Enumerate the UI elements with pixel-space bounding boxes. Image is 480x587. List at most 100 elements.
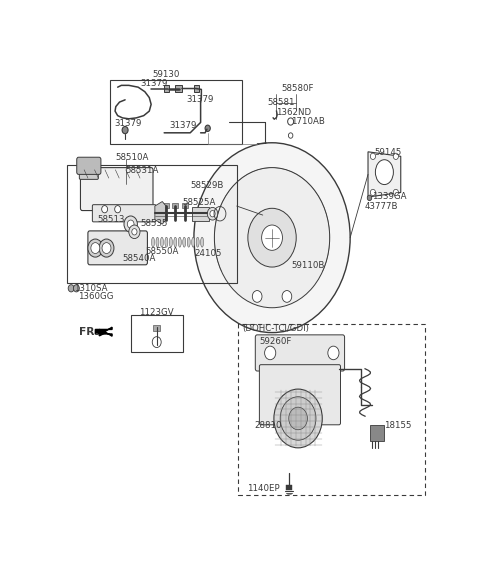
Bar	[181, 203, 188, 208]
Circle shape	[371, 153, 375, 160]
Circle shape	[99, 239, 114, 257]
Ellipse shape	[169, 237, 172, 247]
Ellipse shape	[178, 237, 181, 247]
Bar	[110, 80, 242, 144]
Text: 24105: 24105	[194, 249, 221, 258]
Text: 59260F: 59260F	[259, 337, 291, 346]
Circle shape	[152, 337, 161, 348]
Text: 31379: 31379	[170, 121, 197, 130]
Text: 18155: 18155	[384, 421, 412, 430]
Circle shape	[205, 125, 210, 131]
Circle shape	[280, 397, 316, 440]
FancyBboxPatch shape	[77, 157, 101, 174]
Ellipse shape	[196, 237, 199, 247]
Text: 1360GG: 1360GG	[78, 292, 113, 301]
Bar	[238, 325, 425, 495]
Text: 1310SA: 1310SA	[74, 284, 108, 293]
Circle shape	[210, 211, 215, 217]
Polygon shape	[368, 152, 401, 197]
Circle shape	[68, 285, 74, 292]
Circle shape	[132, 228, 137, 235]
Text: 1339GA: 1339GA	[372, 193, 407, 201]
FancyBboxPatch shape	[259, 365, 340, 425]
Ellipse shape	[192, 237, 195, 247]
Circle shape	[393, 190, 398, 195]
Circle shape	[122, 126, 128, 134]
Ellipse shape	[174, 237, 177, 247]
Ellipse shape	[165, 237, 168, 247]
FancyBboxPatch shape	[81, 168, 153, 211]
Text: 31379: 31379	[114, 119, 141, 129]
Circle shape	[274, 389, 322, 448]
Text: 58510A: 58510A	[115, 153, 148, 162]
FancyBboxPatch shape	[92, 205, 156, 222]
Bar	[67, 166, 237, 283]
Polygon shape	[96, 327, 112, 336]
Text: 58535: 58535	[140, 219, 168, 228]
Ellipse shape	[183, 237, 186, 247]
Text: 58529B: 58529B	[190, 181, 224, 190]
Text: 43777B: 43777B	[364, 201, 398, 211]
Text: (DOHC-TCI/GDI): (DOHC-TCI/GDI)	[242, 323, 309, 333]
Ellipse shape	[201, 237, 204, 247]
Bar	[193, 85, 199, 92]
Circle shape	[88, 239, 103, 257]
FancyBboxPatch shape	[255, 335, 345, 371]
Circle shape	[102, 205, 108, 213]
Text: 31379: 31379	[140, 79, 168, 87]
Text: 59145: 59145	[374, 148, 402, 157]
Circle shape	[328, 346, 339, 360]
Circle shape	[215, 168, 330, 308]
Bar	[192, 207, 209, 221]
Circle shape	[115, 205, 120, 213]
Text: 58531A: 58531A	[125, 166, 158, 176]
Bar	[175, 85, 182, 92]
Circle shape	[102, 242, 111, 254]
Text: 58513: 58513	[97, 215, 125, 224]
Bar	[131, 315, 183, 352]
Circle shape	[91, 242, 100, 254]
Text: 31379: 31379	[186, 95, 214, 104]
Text: 58540A: 58540A	[122, 254, 156, 262]
Circle shape	[127, 220, 134, 228]
Circle shape	[207, 207, 218, 220]
Text: 1362ND: 1362ND	[276, 107, 312, 117]
Ellipse shape	[160, 237, 163, 247]
Text: 58580F: 58580F	[281, 84, 314, 93]
Circle shape	[73, 285, 79, 292]
Circle shape	[288, 133, 293, 138]
Circle shape	[371, 190, 375, 195]
Text: 1123GV: 1123GV	[139, 308, 174, 317]
Bar	[164, 85, 169, 92]
Bar	[153, 325, 160, 331]
Circle shape	[124, 216, 137, 232]
Text: FR.: FR.	[79, 327, 98, 337]
Text: 59110B: 59110B	[292, 261, 325, 270]
Circle shape	[264, 346, 276, 360]
Ellipse shape	[375, 160, 394, 184]
Polygon shape	[155, 201, 166, 224]
Text: 28810: 28810	[254, 421, 282, 430]
Circle shape	[129, 225, 140, 238]
Ellipse shape	[156, 237, 159, 247]
Text: 58581: 58581	[267, 97, 295, 107]
Circle shape	[393, 153, 398, 160]
Bar	[172, 203, 178, 208]
Ellipse shape	[187, 237, 190, 247]
Text: 58525A: 58525A	[183, 198, 216, 207]
Ellipse shape	[152, 237, 155, 247]
Bar	[370, 425, 384, 441]
Text: 1710AB: 1710AB	[290, 117, 324, 126]
Text: 59130: 59130	[152, 70, 180, 79]
Circle shape	[289, 407, 307, 430]
Circle shape	[248, 208, 296, 267]
Circle shape	[194, 143, 350, 333]
Circle shape	[282, 291, 292, 302]
Circle shape	[252, 291, 262, 302]
Text: 58550A: 58550A	[145, 247, 179, 256]
FancyBboxPatch shape	[88, 231, 147, 265]
Circle shape	[288, 118, 294, 125]
FancyBboxPatch shape	[79, 168, 98, 180]
Bar	[286, 485, 292, 490]
Bar	[163, 203, 169, 208]
